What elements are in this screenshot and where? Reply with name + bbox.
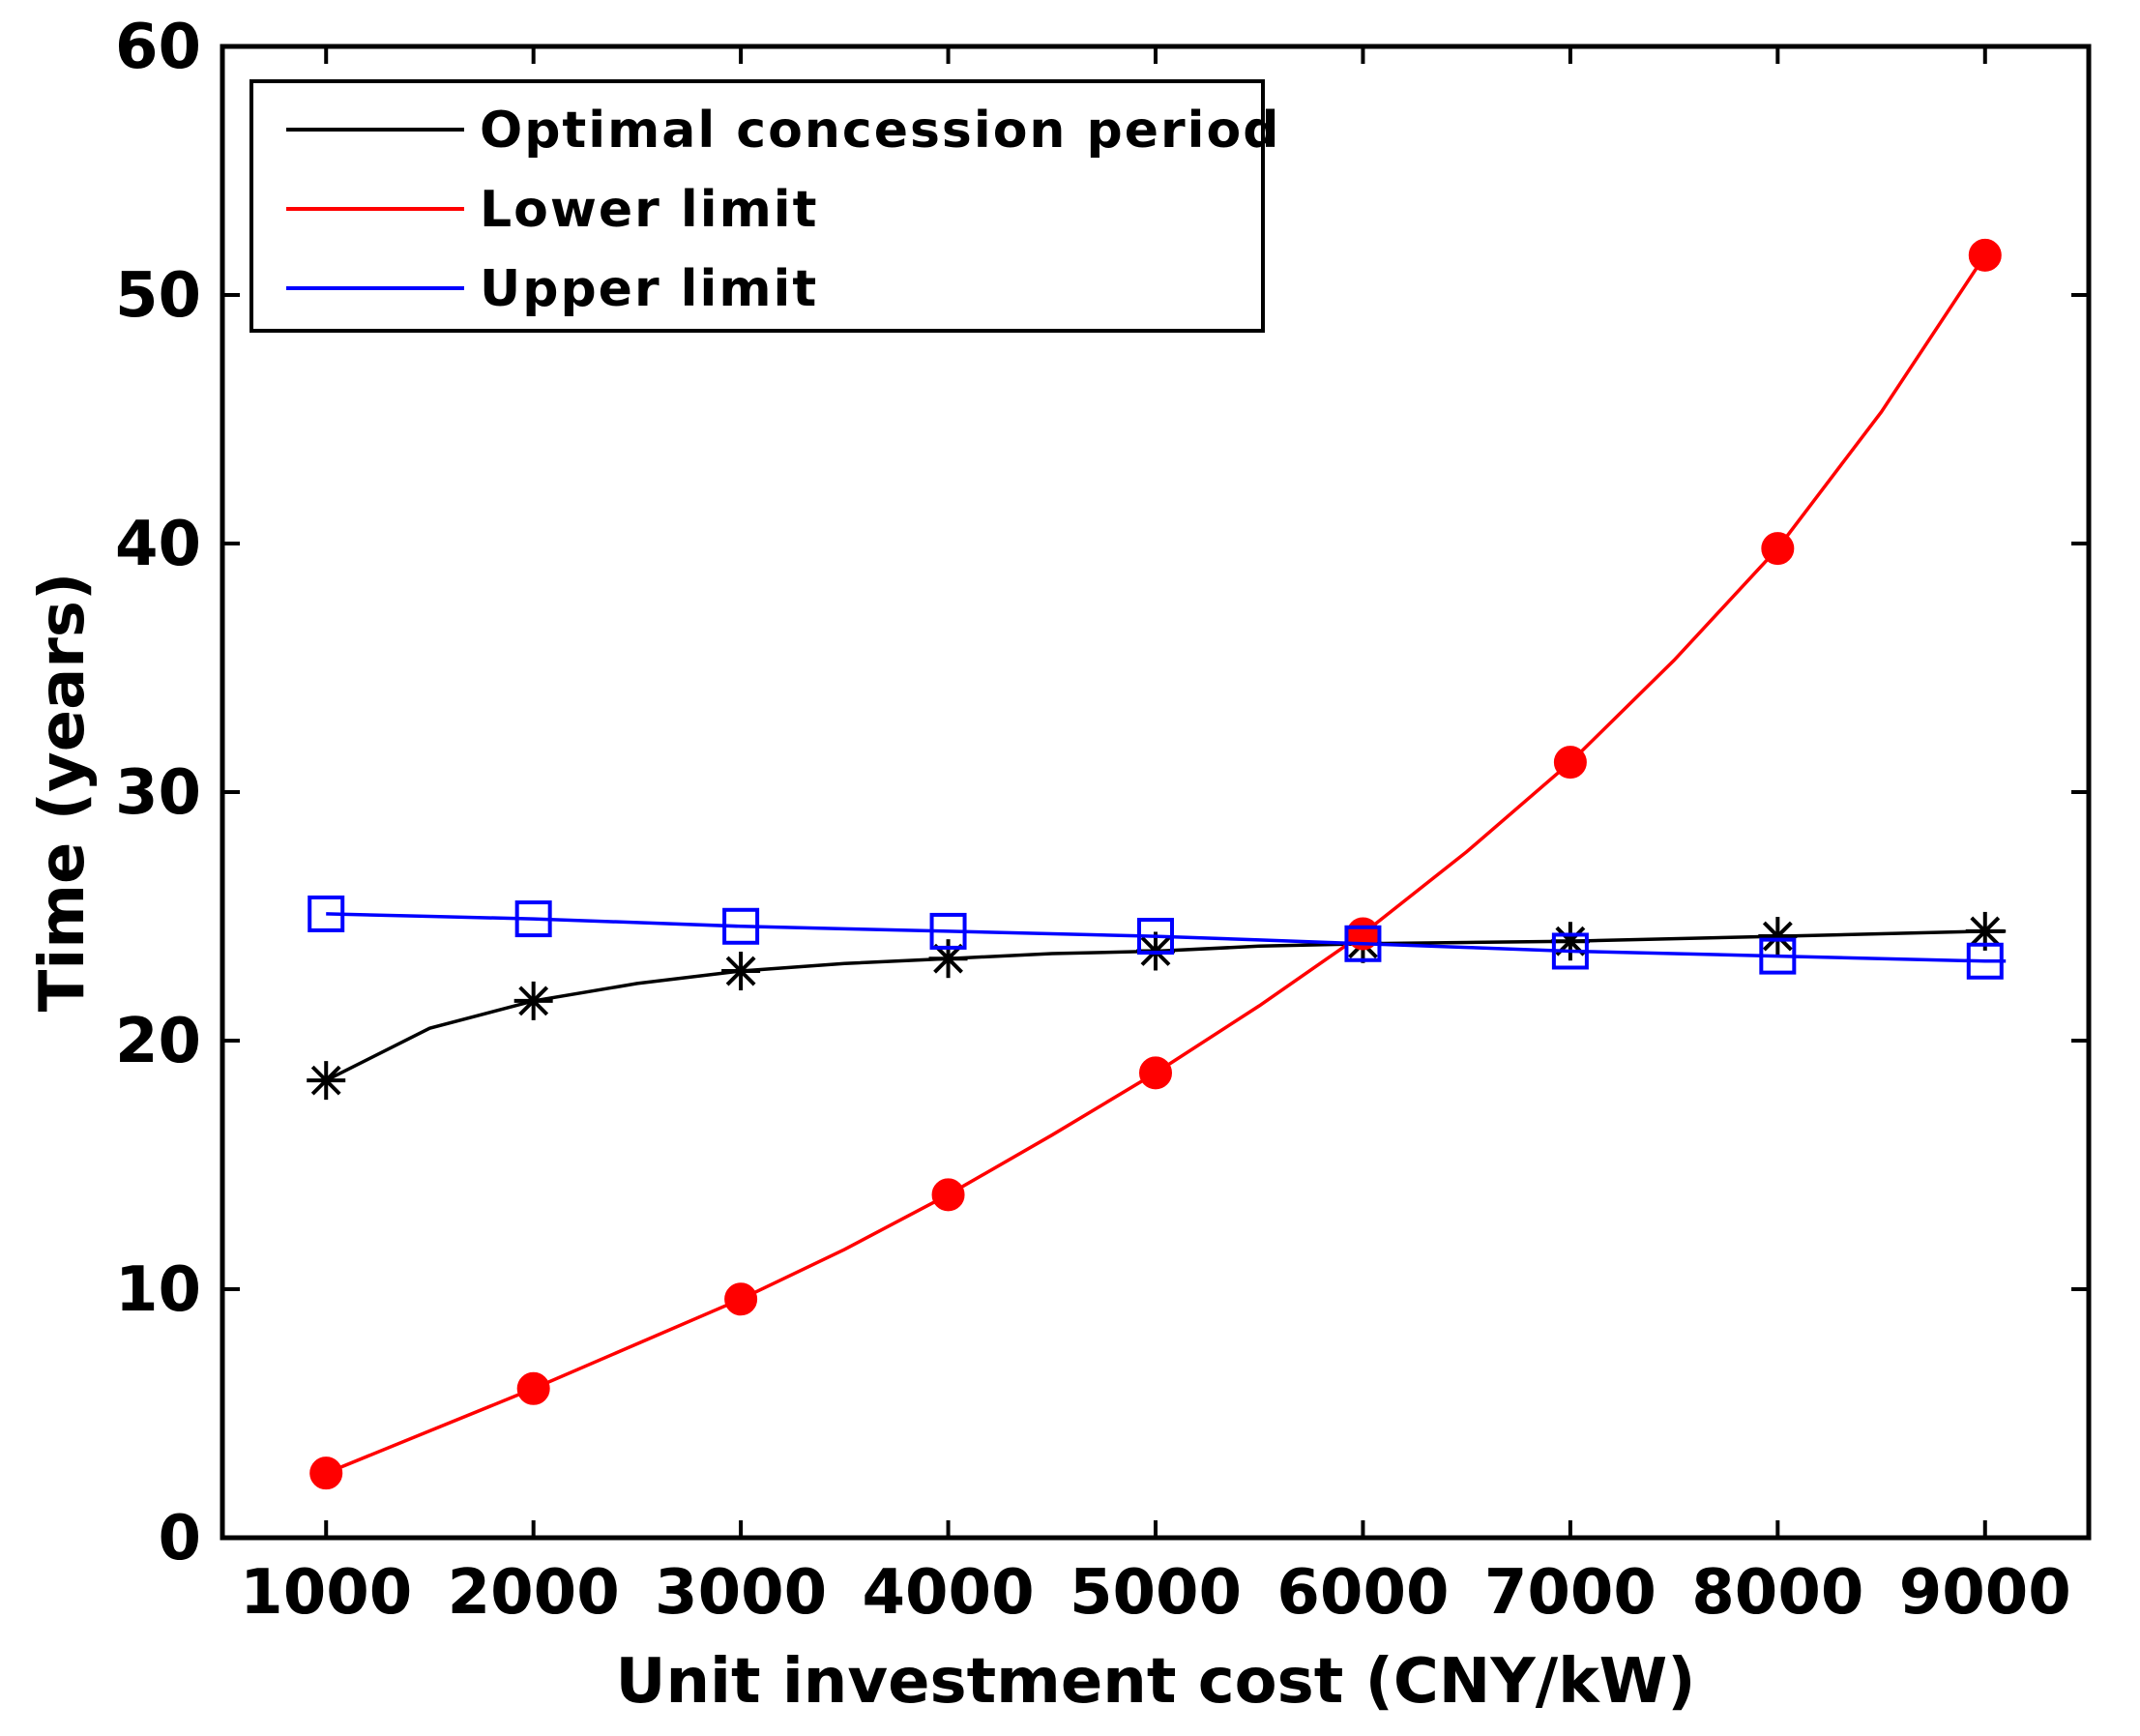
x-tick-label: 8000 bbox=[1691, 1557, 1863, 1629]
y-tick-label: 10 bbox=[115, 1254, 201, 1326]
x-axis-title: Unit investment cost (CNY/kW) bbox=[616, 1646, 1696, 1718]
data-point-optimal-concession-period bbox=[1550, 922, 1590, 961]
y-tick-label: 0 bbox=[158, 1503, 201, 1574]
data-point-optimal-concession-period bbox=[307, 1061, 346, 1101]
ticks-layer: 1000 2000 3000 4000 5000 6000 7000 8000 9000 0 10 2… bbox=[115, 12, 2089, 1629]
y-axis-title: Time (years) bbox=[27, 573, 99, 1012]
x-tick-label: 2000 bbox=[448, 1557, 620, 1629]
data-point-upper-limit bbox=[1137, 918, 1174, 956]
legend-box bbox=[249, 79, 1265, 333]
y-tick-label: 20 bbox=[115, 1006, 201, 1077]
x-tick-label: 7000 bbox=[1484, 1557, 1656, 1629]
y-tick-label: 40 bbox=[115, 509, 201, 580]
y-tick-label: 60 bbox=[115, 12, 201, 83]
legend-label: Upper limit bbox=[480, 260, 818, 318]
data-point-upper-limit bbox=[1344, 925, 1382, 962]
data-point-lower-limit bbox=[724, 1282, 758, 1316]
data-point-lower-limit bbox=[516, 1371, 550, 1405]
data-point-lower-limit bbox=[1553, 746, 1587, 780]
data-point-upper-limit bbox=[722, 907, 760, 945]
data-point-lower-limit bbox=[1139, 1056, 1172, 1090]
data-point-lower-limit bbox=[931, 1178, 965, 1212]
y-tick-label: 30 bbox=[115, 757, 201, 829]
x-tick-label: 9000 bbox=[1899, 1557, 2071, 1629]
data-point-optimal-concession-period bbox=[721, 952, 761, 991]
data-point-lower-limit bbox=[309, 1456, 343, 1490]
legend-label: Optimal concession period bbox=[480, 102, 1280, 160]
legend-label: Lower limit bbox=[480, 181, 818, 239]
y-tick-label: 50 bbox=[115, 260, 201, 332]
data-point-upper-limit bbox=[308, 895, 345, 932]
data-point-upper-limit bbox=[1759, 937, 1797, 975]
series-upper-limit bbox=[308, 895, 2007, 980]
data-point-lower-limit bbox=[1968, 238, 2002, 272]
data-point-optimal-concession-period bbox=[928, 939, 968, 979]
x-tick-label: 6000 bbox=[1276, 1557, 1449, 1629]
x-tick-label: 5000 bbox=[1070, 1557, 1242, 1629]
x-tick-label: 1000 bbox=[240, 1557, 412, 1629]
legend: Optimal concession period Lower limit Uppe… bbox=[249, 79, 1280, 333]
series-layer bbox=[307, 238, 2007, 1490]
data-point-upper-limit bbox=[1551, 932, 1589, 970]
data-point-lower-limit bbox=[1761, 532, 1795, 566]
data-point-optimal-concession-period bbox=[1758, 917, 1798, 956]
data-point-upper-limit bbox=[1966, 942, 2004, 980]
series-optimal-concession-period bbox=[307, 911, 2007, 1101]
x-tick-label: 4000 bbox=[862, 1557, 1034, 1629]
data-point-optimal-concession-period bbox=[513, 981, 553, 1020]
data-point-upper-limit bbox=[929, 912, 967, 950]
x-tick-label: 3000 bbox=[655, 1557, 827, 1629]
data-point-upper-limit bbox=[514, 900, 552, 938]
